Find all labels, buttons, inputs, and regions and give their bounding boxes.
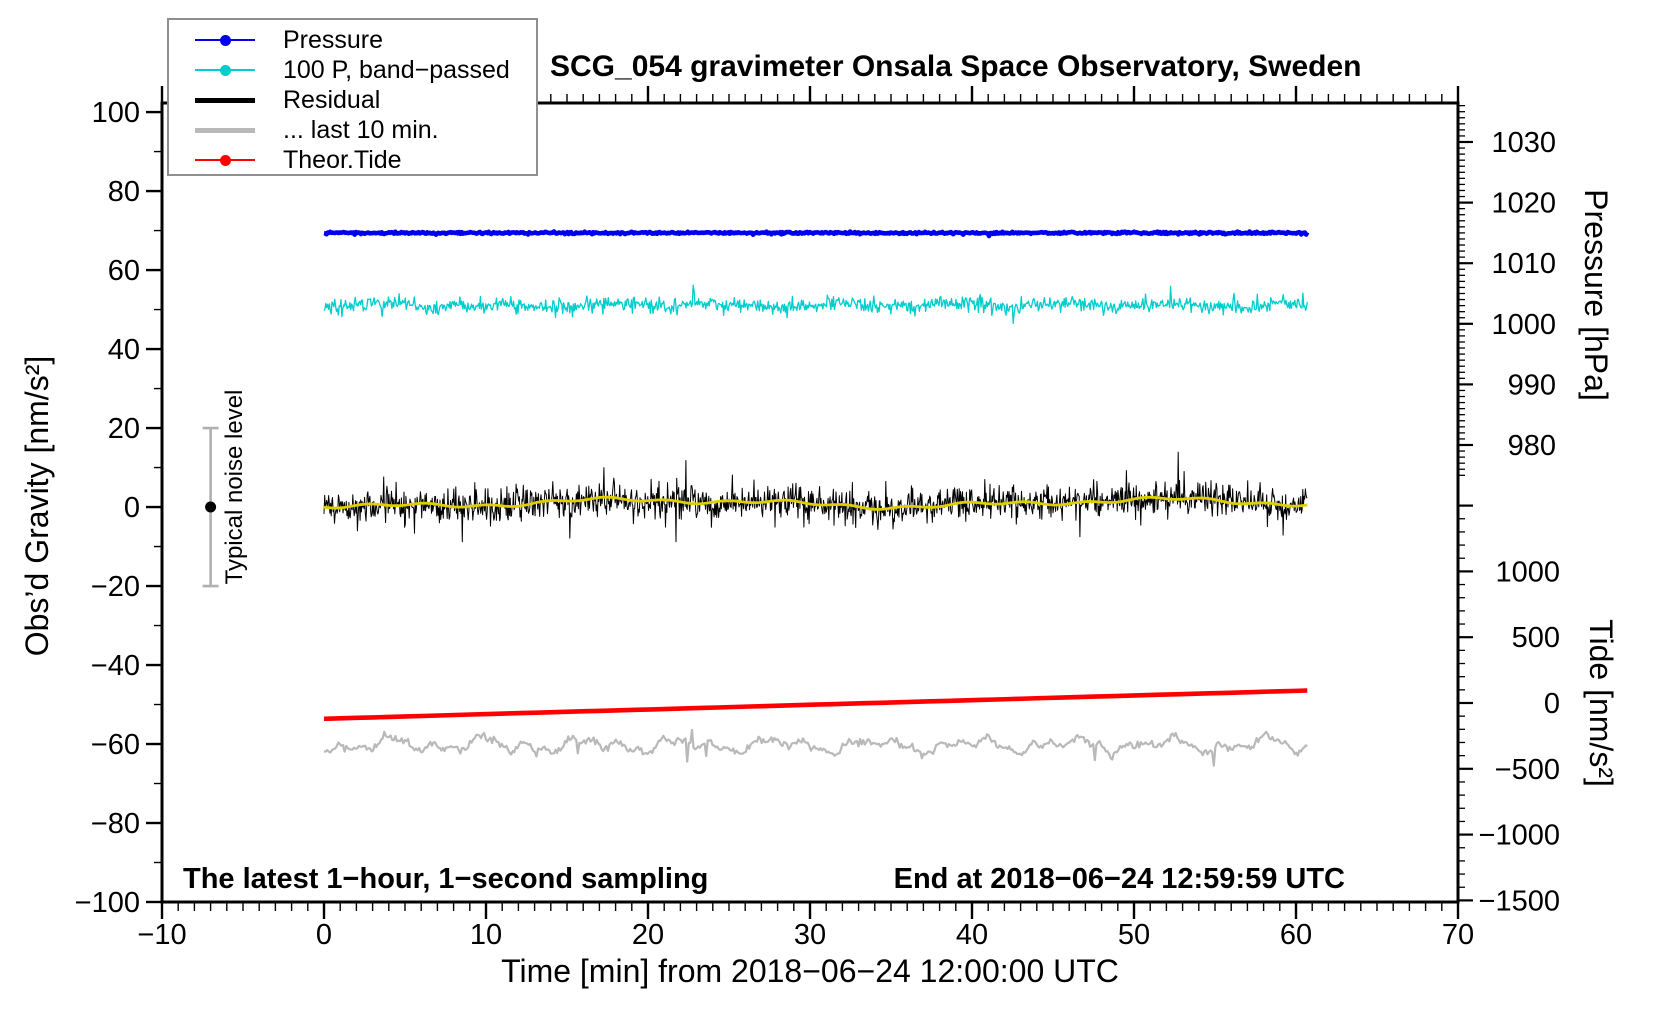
svg-text:1010: 1010 — [1491, 248, 1556, 280]
svg-text:10: 10 — [470, 919, 502, 951]
tide-axis-title: Tide [nm/s²] — [1583, 619, 1619, 787]
annotation-end-time: End at 2018−06−24 12:59:59 UTC — [893, 863, 1345, 895]
series-theor-tide-line — [323, 688, 1308, 722]
legend-label: ... last 10 min. — [283, 115, 439, 144]
svg-text:−100: −100 — [75, 887, 140, 919]
svg-text:−1000: −1000 — [1479, 820, 1560, 852]
svg-text:−500: −500 — [1495, 754, 1560, 786]
svg-text:60: 60 — [108, 255, 140, 287]
gravity-axis: −100 −80 −60 −40 −20 0 20 40 60 80 100 — [75, 97, 162, 919]
noise-errorbar — [202, 426, 219, 588]
data-series — [322, 229, 1310, 767]
series-residual-line — [323, 451, 1308, 543]
tide-axis: 1000 500 0 −500 −1000 −1500 — [1458, 504, 1560, 917]
svg-text:1030: 1030 — [1491, 127, 1556, 159]
legend-label: Residual — [283, 85, 381, 114]
svg-text:20: 20 — [108, 413, 140, 445]
legend-marker-dot-icon — [219, 34, 231, 46]
legend-label: Theor.Tide — [283, 145, 402, 174]
svg-text:980: 980 — [1508, 430, 1556, 462]
svg-text:−80: −80 — [91, 808, 140, 840]
legend-item-last-10-min: ... last 10 min. — [169, 115, 536, 145]
legend-marker-dot-icon — [219, 154, 231, 166]
svg-text:70: 70 — [1442, 919, 1474, 951]
legend-line-sample — [169, 154, 281, 166]
svg-text:60: 60 — [1280, 919, 1312, 951]
series-last-10-min-line — [323, 728, 1308, 767]
pressure-axis: 1030 1020 1010 1000 990 980 — [1458, 104, 1556, 476]
legend-line-sample — [169, 34, 281, 46]
legend-line-sample — [169, 64, 281, 76]
legend-item-theor-tide: Theor.Tide — [169, 145, 536, 175]
series-band-passed-line — [323, 284, 1308, 325]
series-pressure-line — [322, 229, 1310, 239]
svg-text:1000: 1000 — [1495, 556, 1560, 588]
legend-label: Pressure — [283, 25, 384, 54]
x-axis-bottom: −10 0 10 20 30 40 50 60 70 — [137, 902, 1474, 951]
legend-label: 100 P, band−passed — [283, 55, 510, 84]
legend-line-sample — [169, 97, 281, 103]
svg-text:1000: 1000 — [1491, 309, 1556, 341]
plot-border — [160, 101, 1460, 904]
chart-title: SCG_054 gravimeter Onsala Space Observat… — [550, 50, 1362, 83]
svg-text:0: 0 — [316, 919, 332, 951]
legend-line-sample — [169, 127, 281, 133]
svg-text:−20: −20 — [91, 571, 140, 603]
gravity-axis-title: Obs’d Gravity [nm/s²] — [19, 355, 55, 657]
svg-text:−1500: −1500 — [1479, 885, 1560, 917]
legend: Pressure 100 P, band−passed Residual ...… — [167, 18, 538, 176]
legend-marker-dot-icon — [219, 64, 231, 76]
x-axis-title: Time [min] from 2018−06−24 12:00:00 UTC — [501, 953, 1119, 989]
svg-text:80: 80 — [108, 176, 140, 208]
svg-text:30: 30 — [794, 919, 826, 951]
legend-item-pressure: Pressure — [169, 25, 536, 55]
svg-text:40: 40 — [956, 919, 988, 951]
svg-text:100: 100 — [92, 97, 140, 129]
legend-item-residual: Residual — [169, 85, 536, 115]
svg-text:0: 0 — [1544, 688, 1560, 720]
svg-text:20: 20 — [632, 919, 664, 951]
svg-text:500: 500 — [1512, 622, 1560, 654]
svg-text:50: 50 — [1118, 919, 1150, 951]
svg-text:1020: 1020 — [1491, 188, 1556, 220]
svg-text:990: 990 — [1508, 369, 1556, 401]
svg-text:−60: −60 — [91, 729, 140, 761]
svg-text:40: 40 — [108, 334, 140, 366]
noise-level-label: Typical noise level — [221, 389, 248, 585]
svg-text:−10: −10 — [137, 919, 186, 951]
svg-text:−40: −40 — [91, 650, 140, 682]
annotation-sampling-info: The latest 1−hour, 1−second sampling — [183, 863, 709, 895]
pressure-axis-title: Pressure [hPa] — [1578, 189, 1614, 401]
legend-item-band-passed: 100 P, band−passed — [169, 55, 536, 85]
svg-text:0: 0 — [124, 492, 140, 524]
series-residual-smoothed-line — [323, 495, 1308, 511]
